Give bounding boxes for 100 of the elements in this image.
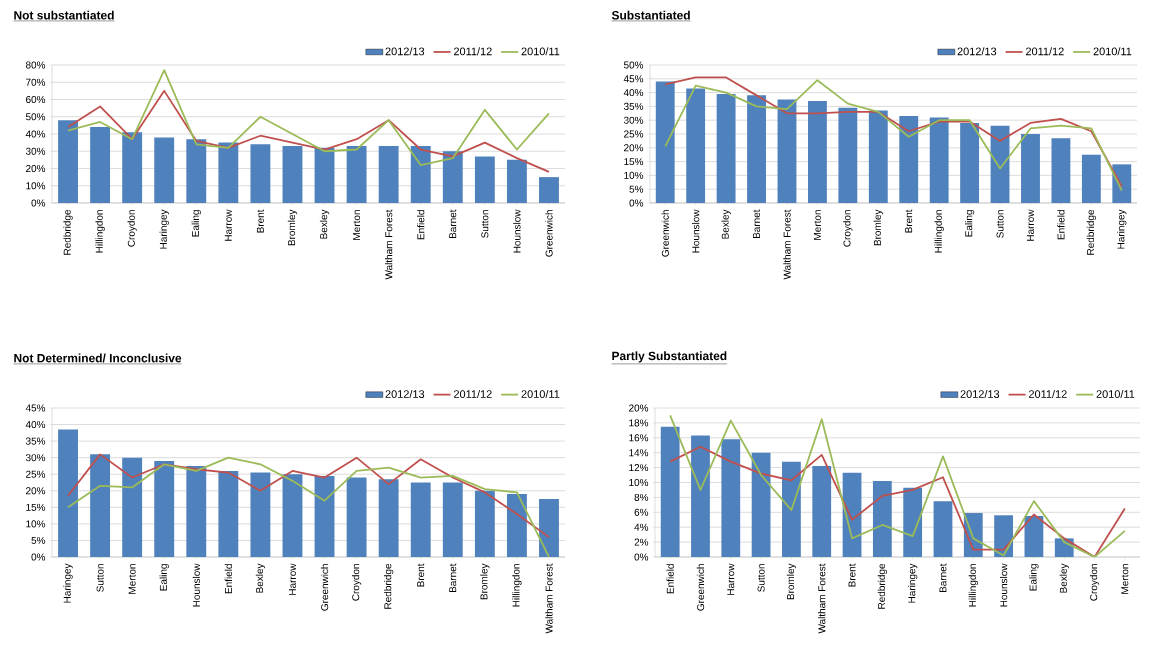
bar bbox=[218, 142, 239, 203]
y-tick-label: 5% bbox=[31, 536, 46, 544]
x-tick-label: Bromley bbox=[480, 563, 490, 600]
x-tick-label: Sutton bbox=[996, 210, 1004, 238]
y-tick-label: 15% bbox=[26, 503, 46, 511]
y-tick-label: 45% bbox=[623, 75, 644, 83]
legend-label: 2011/12 bbox=[1025, 47, 1064, 56]
x-tick-label: Haringey bbox=[1117, 209, 1127, 249]
bar bbox=[186, 465, 207, 557]
bar bbox=[872, 481, 892, 557]
x-tick-label: Hillingdon bbox=[512, 564, 522, 607]
y-tick-label: 50% bbox=[25, 113, 46, 121]
y-tick-label: 18% bbox=[629, 419, 649, 427]
legend-label: 2011/12 bbox=[453, 47, 492, 56]
x-tick-label: Sutton bbox=[757, 564, 765, 592]
x-tick-label: Merton bbox=[353, 210, 361, 240]
x-tick-label: Harrow bbox=[1027, 209, 1034, 241]
y-tick-label: 8% bbox=[634, 493, 649, 501]
x-tick-label: Croydon bbox=[1089, 564, 1100, 601]
x-tick-label: Bromley bbox=[873, 209, 883, 246]
x-tick-label: Ealing bbox=[159, 564, 169, 591]
bar bbox=[777, 99, 797, 203]
x-tick-label: Ealing bbox=[191, 210, 201, 237]
bar bbox=[90, 454, 111, 557]
line-series bbox=[67, 69, 550, 166]
y-tick-label: 5% bbox=[629, 185, 644, 193]
bar bbox=[812, 466, 832, 557]
bar bbox=[960, 122, 980, 203]
y-tick-label: 10% bbox=[26, 182, 46, 190]
y-tick-label: 40% bbox=[25, 421, 46, 429]
bar bbox=[250, 144, 271, 203]
bar bbox=[314, 147, 335, 203]
legend-label: 2012/13 bbox=[385, 47, 425, 56]
line-series bbox=[67, 456, 550, 557]
bar bbox=[474, 156, 495, 203]
bar bbox=[506, 159, 527, 203]
bar bbox=[442, 151, 463, 203]
bar bbox=[899, 116, 919, 203]
x-tick-label: Croydon bbox=[127, 210, 137, 247]
y-tick-label: 30% bbox=[25, 147, 46, 155]
x-tick-label: Enfield bbox=[224, 564, 232, 594]
y-tick-label: 20% bbox=[629, 404, 649, 412]
x-tick-label: Hounslow bbox=[999, 563, 1008, 607]
bar bbox=[903, 487, 923, 557]
x-tick-label: Greenwich bbox=[320, 564, 329, 611]
bar bbox=[747, 95, 766, 203]
bar bbox=[929, 117, 949, 203]
bar bbox=[691, 435, 710, 557]
bar bbox=[58, 429, 78, 557]
bar bbox=[751, 452, 771, 557]
y-tick-label: 70% bbox=[26, 78, 46, 86]
y-tick-label: 40% bbox=[623, 89, 644, 97]
bar bbox=[716, 93, 736, 203]
x-tick-label: Hounslow bbox=[513, 209, 521, 253]
bar bbox=[186, 139, 207, 203]
y-tick-label: 20% bbox=[624, 144, 644, 152]
legend-label: 2011/12 bbox=[453, 389, 492, 398]
bar bbox=[378, 146, 399, 203]
x-tick-label: Merton bbox=[128, 564, 136, 594]
line-series bbox=[669, 445, 1126, 557]
y-tick-label: 12% bbox=[629, 464, 649, 472]
legend-label: 2012/13 bbox=[957, 47, 997, 56]
bar bbox=[1024, 516, 1044, 557]
x-tick-label: Barnet bbox=[939, 563, 947, 593]
bar bbox=[838, 107, 858, 203]
bar bbox=[122, 457, 143, 557]
x-tick-label: Brent bbox=[848, 563, 856, 587]
chart-title: Not substantiated bbox=[14, 10, 114, 20]
y-tick-label: 35% bbox=[623, 102, 644, 110]
bar bbox=[442, 482, 463, 557]
bar bbox=[506, 494, 527, 557]
bar bbox=[660, 426, 680, 557]
bar bbox=[378, 479, 399, 557]
y-tick-label: 30% bbox=[623, 116, 644, 124]
x-tick-label: Bexley bbox=[319, 209, 330, 239]
y-tick-label: 30% bbox=[25, 454, 46, 462]
x-tick-label: Hounslow bbox=[692, 209, 700, 253]
bar bbox=[410, 146, 431, 203]
y-tick-label: 0% bbox=[629, 199, 644, 207]
x-tick-label: Enfield bbox=[417, 210, 425, 240]
x-tick-label: Enfield bbox=[1057, 210, 1065, 240]
bar bbox=[282, 146, 303, 203]
bar bbox=[474, 490, 495, 557]
x-tick-label: Redbridge bbox=[63, 209, 73, 255]
bar bbox=[868, 110, 888, 203]
x-tick-label: Merton bbox=[813, 210, 821, 240]
x-tick-label: Brent bbox=[256, 209, 264, 233]
x-tick-label: Waltham Forest bbox=[818, 563, 826, 634]
legend-label: 2012/13 bbox=[960, 389, 1000, 398]
y-tick-label: 20% bbox=[26, 487, 46, 495]
y-tick-label: 0% bbox=[31, 199, 46, 207]
x-tick-label: Ealing bbox=[1029, 564, 1039, 591]
y-tick-label: 4% bbox=[634, 523, 649, 531]
x-tick-label: Greenwich bbox=[661, 210, 669, 257]
bar bbox=[122, 132, 143, 203]
x-tick-label: Bexley bbox=[1059, 563, 1069, 593]
bar bbox=[807, 100, 827, 203]
x-tick-label: Greenwich bbox=[696, 564, 705, 611]
x-tick-label: Hounslow bbox=[192, 563, 200, 607]
bar bbox=[655, 81, 675, 203]
